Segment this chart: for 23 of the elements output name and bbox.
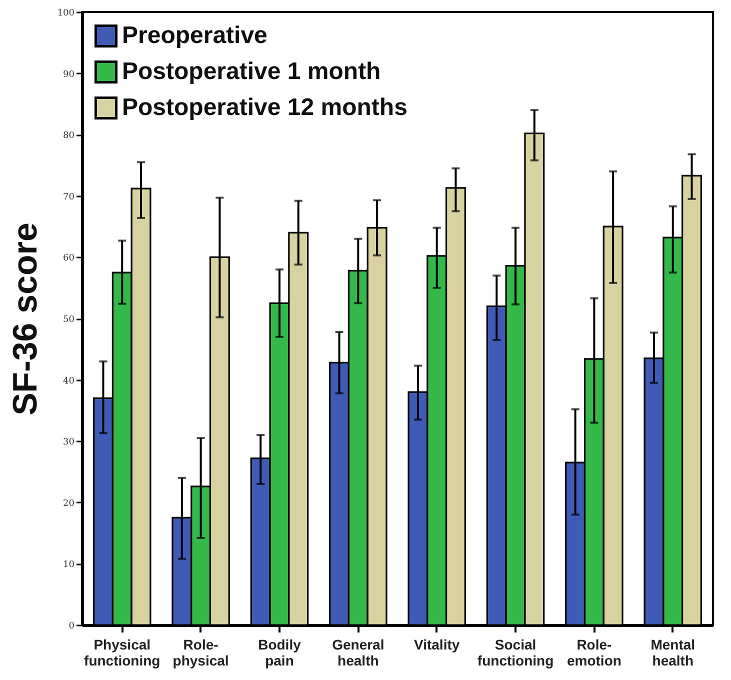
x-tick-label: General health xyxy=(332,636,384,668)
legend-label: Postoperative 1 month xyxy=(122,58,381,85)
y-tick-label: 100 xyxy=(57,8,75,18)
y-tick-label: 40 xyxy=(63,376,75,386)
y-axis-title: SF-36 score xyxy=(6,222,44,416)
y-tick-label: 80 xyxy=(63,131,75,142)
y-tick-label: 30 xyxy=(63,438,75,448)
y-tick-label: 10 xyxy=(63,560,75,570)
x-tick-label: Role-physical xyxy=(172,636,229,668)
y-tick-label: 90 xyxy=(63,70,75,80)
x-tick-label: Physical functioning xyxy=(84,636,160,668)
x-tick-label: Vitality xyxy=(414,636,460,652)
x-tick-label: Mental health xyxy=(650,636,696,668)
y-tick-label: 50 xyxy=(63,315,75,325)
y-tick-label: 0 xyxy=(68,622,75,632)
x-tick-label: Social functioning xyxy=(477,636,554,668)
legend-label: Preoperative xyxy=(122,22,268,49)
y-tick-label: 70 xyxy=(63,192,75,202)
x-tick-label: Bodily pain xyxy=(258,636,302,668)
x-tick-label: Role-emotion xyxy=(566,636,622,668)
y-tick-label: 60 xyxy=(63,254,75,264)
legend-label: Postoperative 12 months xyxy=(122,94,408,121)
y-tick-label: 20 xyxy=(63,498,75,509)
